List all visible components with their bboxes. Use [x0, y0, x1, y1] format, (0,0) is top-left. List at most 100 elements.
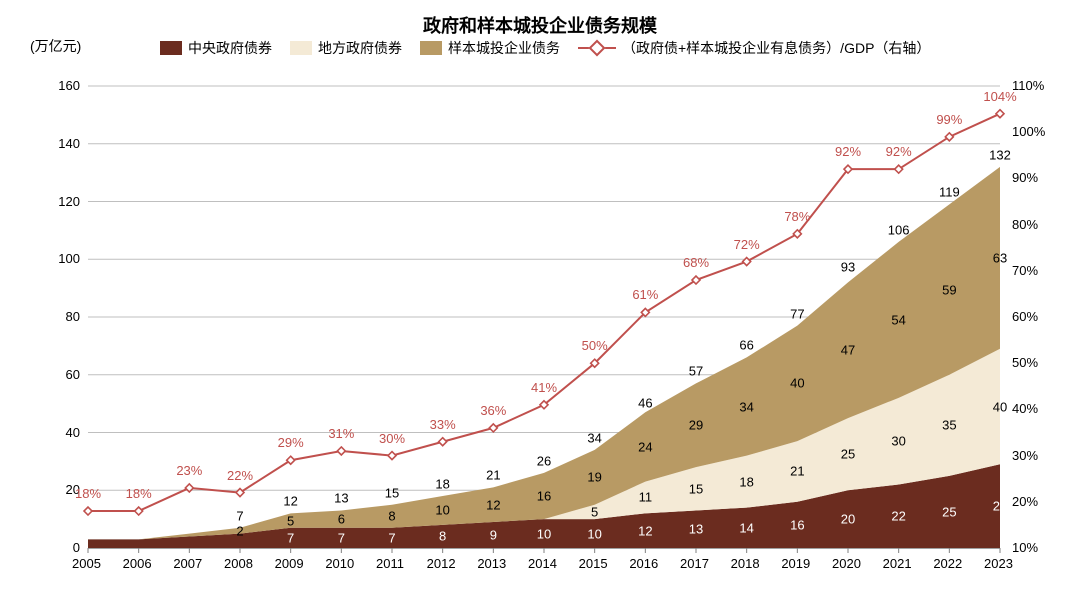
- series-value-label: 34: [739, 399, 753, 414]
- stack-total-label: 13: [334, 491, 348, 506]
- line-value-label: 104%: [983, 89, 1016, 104]
- line-value-label: 68%: [683, 255, 709, 270]
- series-value-label: 8: [439, 529, 446, 544]
- series-value-label: 47: [841, 343, 855, 358]
- series-value-label: 30: [891, 434, 905, 449]
- x-tick: 2008: [224, 556, 253, 571]
- line-value-label: 18%: [75, 486, 101, 501]
- series-value-label: 16: [790, 517, 804, 532]
- series-value-label: 19: [587, 470, 601, 485]
- series-value-label: 2: [236, 523, 243, 538]
- y-right-tick: 100%: [1012, 124, 1045, 139]
- x-tick: 2014: [528, 556, 557, 571]
- series-value-label: 21: [790, 464, 804, 479]
- stack-total-label: 18: [435, 477, 449, 492]
- stack-total-label: 66: [739, 338, 753, 353]
- series-value-label: 7: [388, 530, 395, 545]
- line-value-label: 78%: [784, 209, 810, 224]
- series-value-label: 12: [638, 523, 652, 538]
- x-tick: 2021: [883, 556, 912, 571]
- series-value-label: 40: [993, 399, 1007, 414]
- line-value-label: 31%: [328, 426, 354, 441]
- line-value-label: 22%: [227, 468, 253, 483]
- series-value-label: 29: [993, 499, 1007, 514]
- series-value-label: 5: [591, 504, 598, 519]
- line-value-label: 99%: [936, 112, 962, 127]
- x-tick: 2006: [123, 556, 152, 571]
- line-value-label: 23%: [176, 463, 202, 478]
- x-tick: 2023: [984, 556, 1013, 571]
- series-value-label: 10: [587, 526, 601, 541]
- x-tick: 2010: [325, 556, 354, 571]
- line-value-label: 61%: [632, 287, 658, 302]
- series-value-label: 8: [388, 509, 395, 524]
- stack-total-label: 93: [841, 260, 855, 275]
- y-left-tick: 60: [66, 367, 80, 382]
- series-value-label: 35: [942, 418, 956, 433]
- y-right-tick: 70%: [1012, 263, 1038, 278]
- stack-total-label: 12: [283, 494, 297, 509]
- x-tick: 2007: [173, 556, 202, 571]
- x-tick: 2011: [376, 556, 404, 571]
- x-tick: 2018: [731, 556, 760, 571]
- series-value-label: 40: [790, 376, 804, 391]
- series-value-label: 63: [993, 250, 1007, 265]
- x-tick: 2020: [832, 556, 861, 571]
- chart-container: 政府和样本城投企业债务规模 (万亿元) 中央政府债券地方政府债券样本城投企业债务…: [0, 0, 1080, 602]
- line-value-label: 50%: [582, 338, 608, 353]
- series-value-label: 22: [891, 509, 905, 524]
- y-left-tick: 140: [58, 136, 80, 151]
- series-value-label: 29: [689, 418, 703, 433]
- x-tick: 2019: [781, 556, 810, 571]
- y-left-tick: 80: [66, 309, 80, 324]
- y-left-tick: 160: [58, 78, 80, 93]
- x-tick: 2009: [275, 556, 304, 571]
- x-tick: 2005: [72, 556, 101, 571]
- x-tick: 2022: [933, 556, 962, 571]
- y-right-tick: 20%: [1012, 494, 1038, 509]
- y-right-tick: 80%: [1012, 217, 1038, 232]
- series-value-label: 5: [287, 513, 294, 528]
- line-value-label: 72%: [734, 237, 760, 252]
- y-left-tick: 40: [66, 425, 80, 440]
- series-value-label: 10: [435, 503, 449, 518]
- series-value-label: 25: [942, 504, 956, 519]
- stack-total-label: 57: [689, 364, 703, 379]
- series-value-label: 11: [639, 490, 653, 505]
- y-right-tick: 60%: [1012, 309, 1038, 324]
- y-left-tick: 100: [58, 251, 80, 266]
- y-right-tick: 50%: [1012, 355, 1038, 370]
- y-right-tick: 90%: [1012, 170, 1038, 185]
- line-value-label: 29%: [278, 435, 304, 450]
- line-value-label: 41%: [531, 380, 557, 395]
- line-value-label: 18%: [126, 486, 152, 501]
- series-value-label: 6: [338, 512, 345, 527]
- x-tick: 2017: [680, 556, 709, 571]
- stack-total-label: 46: [638, 396, 652, 411]
- series-value-label: 20: [841, 512, 855, 527]
- stack-total-label: 77: [790, 306, 804, 321]
- stack-total-label: 106: [888, 222, 910, 237]
- series-value-label: 59: [942, 282, 956, 297]
- line-value-label: 92%: [835, 144, 861, 159]
- x-tick: 2016: [629, 556, 658, 571]
- stack-total-label: 119: [939, 185, 960, 200]
- series-value-label: 12: [486, 497, 500, 512]
- stack-total-label: 34: [587, 430, 601, 445]
- stack-total-label: 26: [537, 453, 551, 468]
- stack-total-label: 132: [989, 147, 1011, 162]
- series-value-label: 13: [689, 522, 703, 537]
- plot-area: [0, 0, 1080, 602]
- series-value-label: 7: [338, 530, 345, 545]
- stack-total-label: 21: [486, 468, 500, 483]
- series-value-label: 7: [287, 530, 294, 545]
- series-value-label: 10: [537, 526, 551, 541]
- y-right-tick: 110%: [1012, 78, 1044, 93]
- y-right-tick: 10%: [1012, 540, 1038, 555]
- stack-total-label: 15: [385, 485, 399, 500]
- series-value-label: 16: [537, 489, 551, 504]
- x-tick: 2015: [579, 556, 608, 571]
- y-left-tick: 120: [58, 194, 80, 209]
- y-right-tick: 40%: [1012, 401, 1038, 416]
- series-value-label: 9: [490, 528, 497, 543]
